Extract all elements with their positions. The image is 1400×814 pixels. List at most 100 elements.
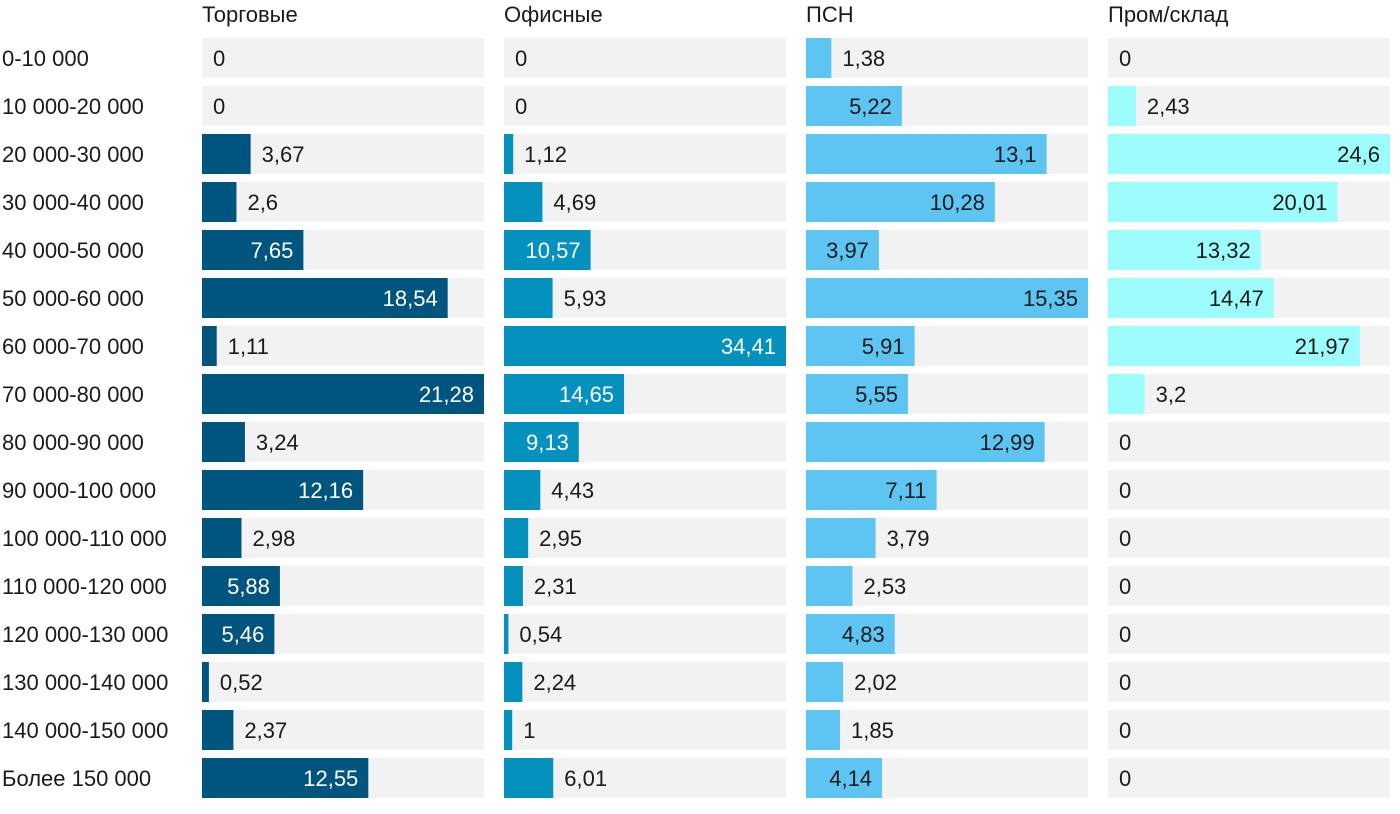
bar-track — [504, 134, 786, 174]
value-label: 0 — [1119, 46, 1131, 71]
value-label: 1 — [523, 718, 535, 743]
bar-track — [1108, 710, 1390, 750]
value-label: 3,79 — [887, 526, 930, 551]
value-label: 3,67 — [262, 142, 305, 167]
bar-track — [504, 86, 786, 126]
bar-track — [202, 326, 484, 366]
bar — [504, 518, 529, 558]
value-label: 2,37 — [244, 718, 287, 743]
value-label: 5,93 — [564, 286, 607, 311]
bar-track — [1108, 662, 1390, 702]
bar — [202, 134, 251, 174]
bar-track — [806, 710, 1088, 750]
bar-track — [1108, 614, 1390, 654]
value-label: 0,54 — [519, 622, 562, 647]
value-label: 15,35 — [1023, 286, 1078, 311]
bar-track — [1108, 374, 1390, 414]
bar-track — [504, 470, 786, 510]
value-label: 3,24 — [256, 430, 299, 455]
bar-track — [806, 566, 1088, 606]
bar — [806, 662, 844, 702]
bar — [504, 470, 541, 510]
bar — [1108, 278, 1274, 318]
bar-track — [1108, 86, 1390, 126]
value-label: 2,95 — [539, 526, 582, 551]
value-label: 18,54 — [383, 286, 438, 311]
category-label: 0-10 000 — [2, 46, 89, 71]
bar-track — [806, 38, 1088, 78]
bar — [202, 422, 245, 462]
bar — [806, 230, 879, 270]
series-title: Офисные — [504, 2, 603, 27]
bar — [806, 374, 908, 414]
bar-track — [1108, 38, 1390, 78]
bar — [1108, 86, 1136, 126]
value-label: 6,01 — [564, 766, 607, 791]
series-title: Торговые — [202, 2, 298, 27]
series-panel: ПСН 1,38 5,22 13,1 10,28 3,97 15,35 5,91 5,55 12,… — [806, 2, 1088, 798]
value-label: 2,6 — [247, 190, 278, 215]
bar — [202, 758, 369, 798]
bar — [504, 758, 554, 798]
category-label: 140 000-150 000 — [2, 718, 168, 743]
bar-track — [1108, 566, 1390, 606]
value-label: 0 — [1119, 526, 1131, 551]
series-panel: Пром/склад 0 2,43 24,6 20,01 13,32 14,47 21,97 3… — [1108, 2, 1390, 798]
bar — [806, 758, 883, 798]
value-label: 4,83 — [842, 622, 885, 647]
bar — [202, 182, 237, 222]
value-label: 4,43 — [551, 478, 594, 503]
bar — [1108, 134, 1390, 174]
bar — [504, 566, 523, 606]
value-label: 0 — [515, 46, 527, 71]
bar — [504, 134, 514, 174]
value-label: 0 — [1119, 718, 1131, 743]
value-label: 5,91 — [862, 334, 905, 359]
value-label: 12,55 — [303, 766, 358, 791]
value-label: 14,65 — [559, 382, 614, 407]
category-label: 90 000-100 000 — [2, 478, 156, 503]
bar-track — [504, 614, 786, 654]
value-label: 2,53 — [863, 574, 906, 599]
bar-track — [1108, 518, 1390, 558]
value-label: 3,97 — [826, 238, 869, 263]
category-label: 40 000-50 000 — [2, 238, 144, 263]
category-label: 120 000-130 000 — [2, 622, 168, 647]
value-label: 24,6 — [1337, 142, 1380, 167]
bar — [504, 182, 543, 222]
value-label: 14,47 — [1209, 286, 1264, 311]
bar-track — [202, 710, 484, 750]
category-label: 80 000-90 000 — [2, 430, 144, 455]
bar — [504, 374, 625, 414]
bar — [504, 230, 591, 270]
value-label: 12,99 — [980, 430, 1035, 455]
value-label: 5,22 — [849, 94, 892, 119]
bar — [504, 422, 579, 462]
category-label: 10 000-20 000 — [2, 94, 144, 119]
bar-track — [504, 662, 786, 702]
bar — [1108, 374, 1145, 414]
value-label: 0 — [1119, 574, 1131, 599]
bar-track — [202, 662, 484, 702]
bar-track — [504, 182, 786, 222]
bar-track — [202, 182, 484, 222]
bar — [806, 566, 853, 606]
bar — [806, 38, 832, 78]
bar — [806, 86, 902, 126]
bar — [202, 374, 484, 414]
bar-track — [1108, 758, 1390, 798]
value-label: 0 — [213, 94, 225, 119]
value-label: 9,13 — [526, 430, 569, 455]
bar — [806, 518, 876, 558]
bar — [1108, 326, 1360, 366]
bar — [202, 278, 448, 318]
bar — [806, 422, 1045, 462]
value-label: 13,1 — [994, 142, 1037, 167]
category-label: Более 150 000 — [2, 766, 151, 791]
bar — [504, 278, 553, 318]
value-label: 1,38 — [842, 46, 885, 71]
value-label: 0 — [1119, 622, 1131, 647]
bar — [1108, 230, 1261, 270]
bar-track — [202, 518, 484, 558]
